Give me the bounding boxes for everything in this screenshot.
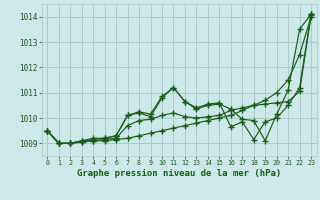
X-axis label: Graphe pression niveau de la mer (hPa): Graphe pression niveau de la mer (hPa): [77, 169, 281, 178]
